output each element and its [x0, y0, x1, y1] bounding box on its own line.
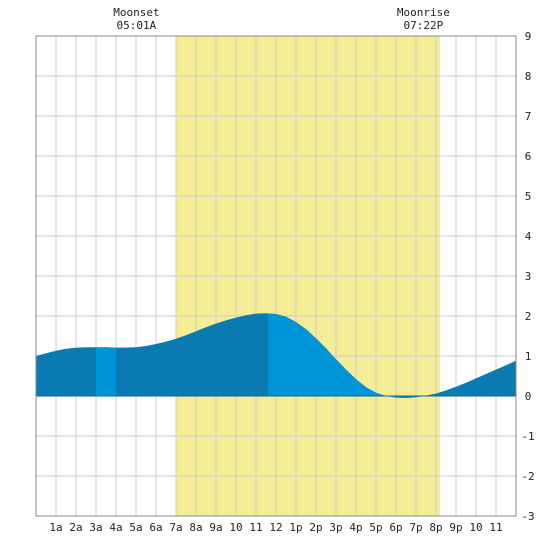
x-tick-label: 7p [409, 521, 422, 534]
y-tick-label: 6 [525, 150, 532, 163]
x-tick-label: 5p [369, 521, 382, 534]
x-tick-label: 11 [249, 521, 262, 534]
moon-event-time: 05:01A [117, 19, 157, 32]
plot-border [35, 35, 517, 517]
x-tick-label: 1p [289, 521, 302, 534]
y-tick-label: -1 [521, 430, 534, 443]
y-tick-label: 7 [525, 110, 532, 123]
y-tick-label: 4 [525, 230, 532, 243]
x-tick-label: 2p [309, 521, 322, 534]
x-tick-label: 1a [49, 521, 62, 534]
x-tick-label: 7a [169, 521, 182, 534]
x-axis-ticks: 1a 2a 3a 4a 5a 6a 7a 8a 9a 10 11 12 1p 2p 3p 4p 5p 6p 7p 8p… [49, 521, 502, 534]
y-tick-label: 5 [525, 190, 532, 203]
x-tick-label: 12 [269, 521, 282, 534]
x-tick-label: 10 [229, 521, 242, 534]
x-tick-label: 6a [149, 521, 162, 534]
x-tick-label: 2a [69, 521, 82, 534]
x-tick-label: 8p [429, 521, 442, 534]
moon-event-label: Moonrise [397, 6, 450, 19]
x-tick-label: 9a [209, 521, 222, 534]
y-tick-label: 2 [525, 310, 532, 323]
x-tick-label: 6p [389, 521, 402, 534]
x-tick-label: 9p [449, 521, 462, 534]
x-tick-label: 10 [469, 521, 482, 534]
y-tick-label: 3 [525, 270, 532, 283]
x-tick-label: 11 [489, 521, 502, 534]
x-tick-label: 5a [129, 521, 142, 534]
grid [36, 36, 516, 516]
y-tick-label: -2 [521, 470, 534, 483]
x-tick-label: 8a [189, 521, 202, 534]
x-tick-label: 3p [329, 521, 342, 534]
y-tick-label: 0 [525, 390, 532, 403]
moon-event-label: Moonset [113, 6, 159, 19]
y-tick-label: 1 [525, 350, 532, 363]
x-tick-label: 4p [349, 521, 362, 534]
y-tick-label: 9 [525, 30, 532, 43]
y-axis-ticks: -3 -2 -1 0 1 2 3 4 5 6 7 8 9 [521, 30, 534, 523]
y-tick-label: -3 [521, 510, 534, 523]
y-tick-label: 8 [525, 70, 532, 83]
x-tick-label: 3a [89, 521, 102, 534]
x-tick-label: 4a [109, 521, 122, 534]
moon-event-time: 07:22P [404, 19, 444, 32]
